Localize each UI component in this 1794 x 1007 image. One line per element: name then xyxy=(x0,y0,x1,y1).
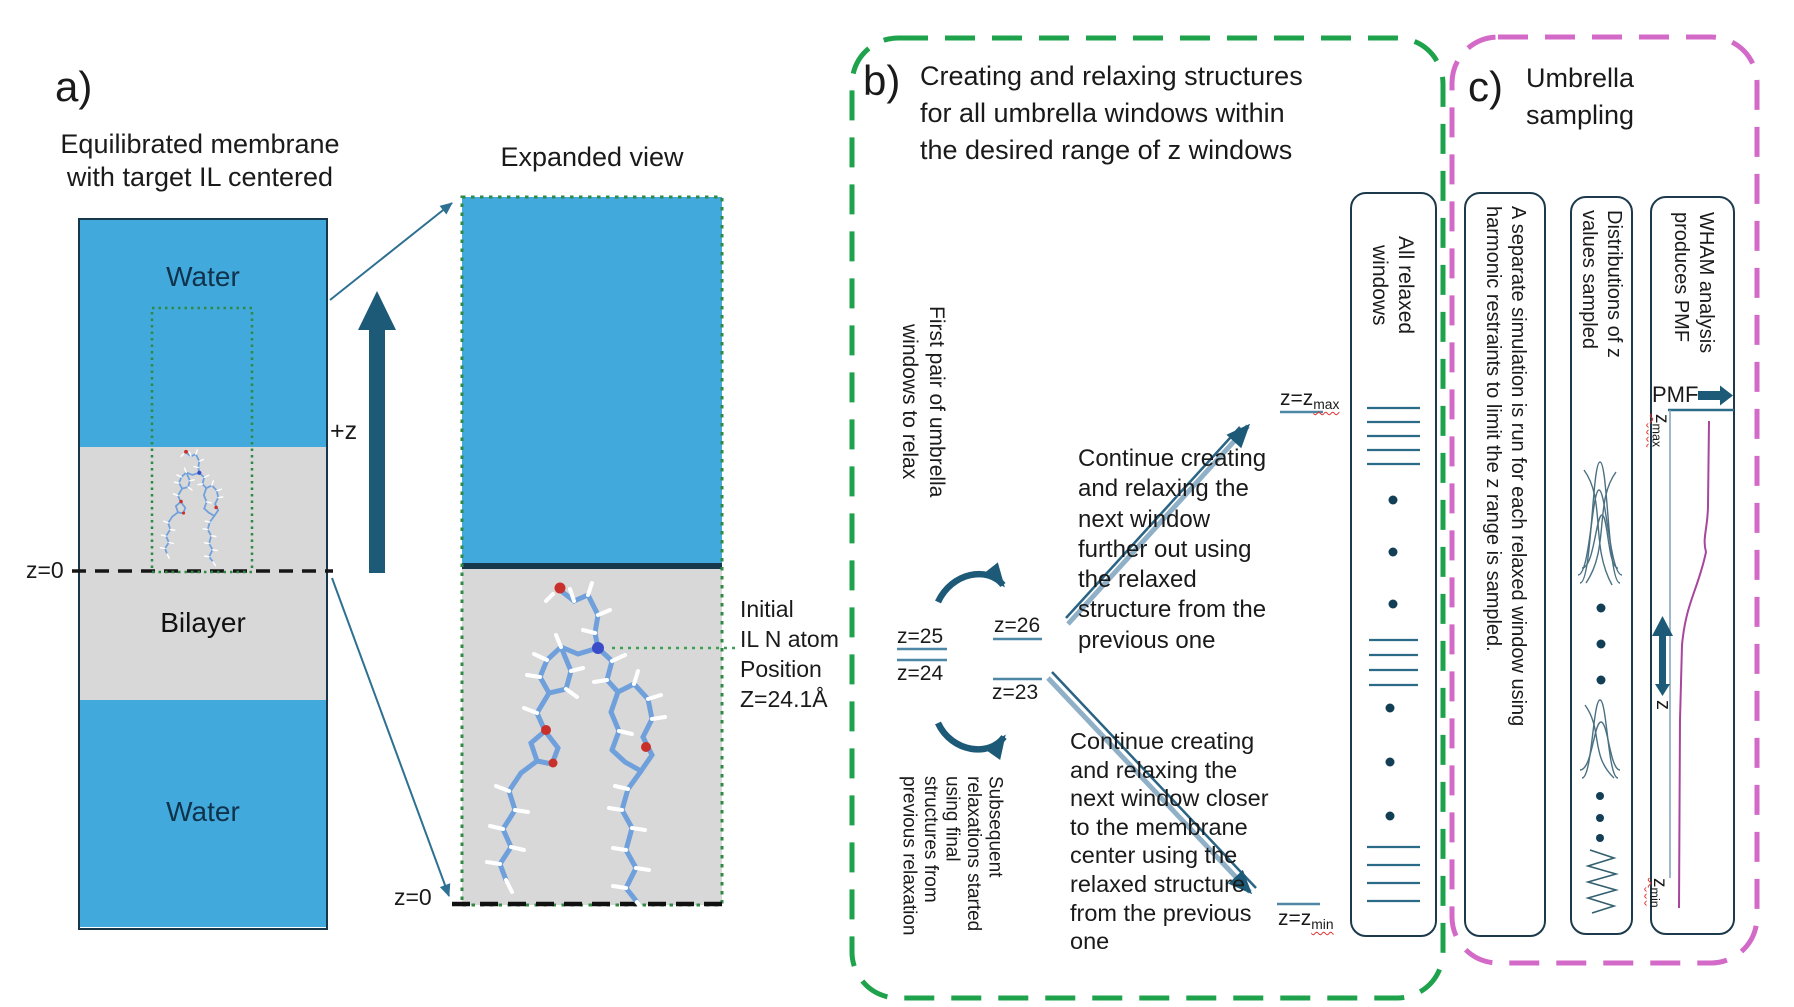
curved-arrow-down xyxy=(935,721,1007,760)
window-z26-label: z=26 xyxy=(994,614,1041,637)
plus-z-label: +z xyxy=(330,417,358,445)
pmf-label: PMF xyxy=(1652,382,1699,407)
panel-c-title: Umbrella sampling xyxy=(1526,63,1635,130)
panel-b-label: b) xyxy=(863,57,901,104)
all-relaxed-windows-label: All relaxed windows xyxy=(1368,236,1417,335)
expanded-z0-label: z=0 xyxy=(394,884,432,910)
il-n-atom-annotation: Initial IL N atom Position Z=24.1Å xyxy=(740,596,839,712)
bilayer-region xyxy=(80,447,326,700)
panel-b-title: Creating and relaxing structures for all… xyxy=(920,61,1303,165)
expanded-bilayer-region xyxy=(462,569,722,905)
panel-c-label: c) xyxy=(1468,63,1503,110)
expanded-water-region xyxy=(462,197,722,563)
wham-title: WHAM analysis produces PMF xyxy=(1670,212,1717,354)
z-zmin-label: z=zmin xyxy=(1278,907,1334,932)
continue-up-text: Continue creating and relaxing the next … xyxy=(1078,445,1267,654)
z0-label: z=0 xyxy=(26,557,64,583)
expand-connector-bottom xyxy=(331,577,451,897)
z-zmax-label: z=zmax xyxy=(1280,387,1340,412)
expanded-view-box xyxy=(462,197,722,905)
window-z24-label: z=24 xyxy=(897,662,944,685)
subsequent-relaxations-label: Subsequent relaxations started using fin… xyxy=(898,776,1006,936)
window-z23-label: z=23 xyxy=(992,681,1039,704)
panel-a-title: Equilibrated membrane with target IL cen… xyxy=(60,129,340,192)
water-bottom-label: Water xyxy=(166,796,240,827)
pmf-zmin-label: zmin xyxy=(1647,878,1671,908)
distributions-title: Distributions of z values sampled xyxy=(1578,210,1625,358)
expand-connector-top xyxy=(329,202,453,301)
continue-down-text: Continue creating and relaxing the next … xyxy=(1070,728,1269,955)
pmf-zmax-label: zmax xyxy=(1649,414,1673,448)
window-z25-label: z=25 xyxy=(897,625,944,648)
water-top-region xyxy=(80,220,326,447)
water-bottom-region xyxy=(80,700,326,927)
pmf-z-axis-label: z xyxy=(1652,700,1674,710)
expanded-view-title: Expanded view xyxy=(500,142,684,172)
water-top-label: Water xyxy=(166,261,240,292)
plus-z-arrow xyxy=(358,291,396,573)
first-pair-label: First pair of umbrella windows to relax xyxy=(898,306,948,498)
bilayer-label: Bilayer xyxy=(160,607,246,638)
curved-arrow-up xyxy=(935,562,1006,604)
panel-a-label: a) xyxy=(55,63,93,110)
separate-simulation-text: A separate simulation is run for each re… xyxy=(1482,206,1529,727)
